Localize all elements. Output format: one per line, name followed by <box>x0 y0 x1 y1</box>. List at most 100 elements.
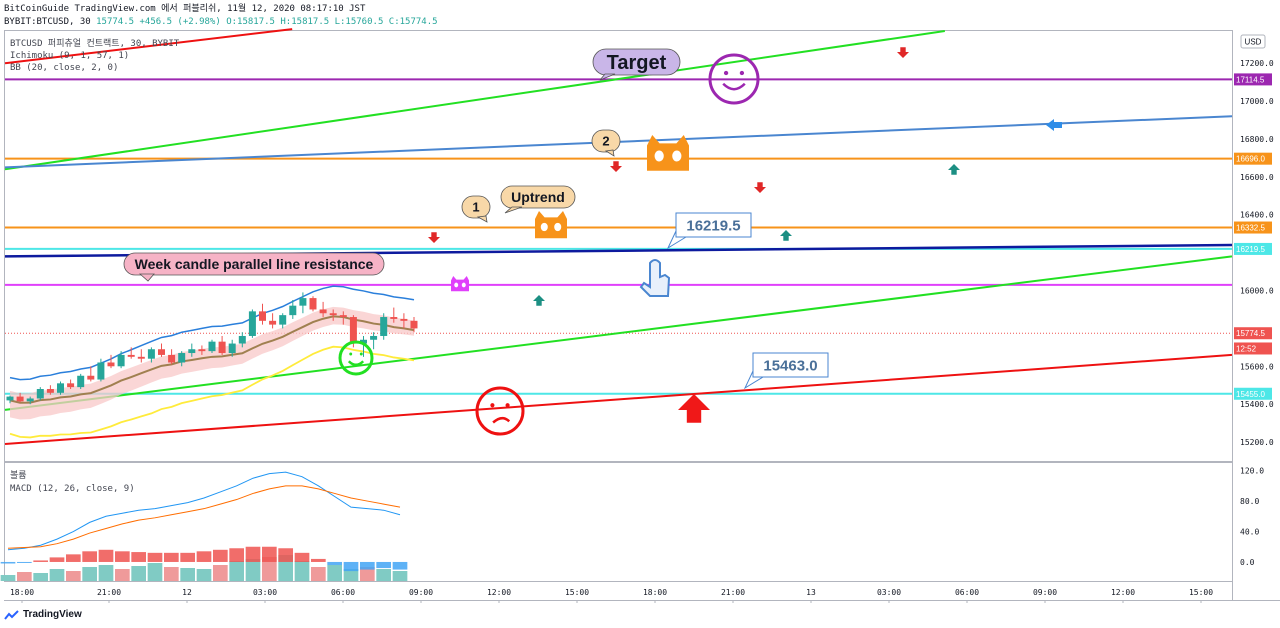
happy-face-icon-eye-right <box>739 70 745 76</box>
sad-face-icon <box>475 386 525 436</box>
arrow-down-icon <box>428 232 440 243</box>
legend-bb: BB (20, close, 2, 0) <box>10 63 119 73</box>
price-tag-label: 16219.5 <box>1236 245 1265 254</box>
currency-badge[interactable] <box>1240 34 1266 49</box>
header-price: 15774.5 <box>96 17 135 27</box>
callout-16219-text: 16219.5 <box>686 218 740 235</box>
candles <box>6 292 418 405</box>
candle-body <box>279 315 287 325</box>
price-tag <box>1234 327 1272 340</box>
volume-bar <box>131 566 147 581</box>
ichimoku-cloud <box>9 306 415 420</box>
signal-line <box>7 485 401 549</box>
candle-body <box>299 298 307 306</box>
macd-histogram-bar <box>131 552 147 562</box>
macd-pane-border <box>4 462 1233 582</box>
macd-histogram-bar <box>163 552 179 562</box>
macd-histogram-bar <box>82 551 98 562</box>
time-tick-label: 12:00 <box>487 588 511 597</box>
happy-face-icon-eye-left <box>723 70 729 76</box>
currency-badge-text: USD <box>1245 38 1262 47</box>
pointing-hand-icon <box>639 259 671 297</box>
cat-face-large-icon-eye-left <box>654 150 664 162</box>
arrow-up-icon <box>780 230 792 241</box>
volume-bar <box>98 565 114 581</box>
candle-body <box>87 375 95 380</box>
volume-bar <box>392 571 408 581</box>
macd-histogram-bar <box>180 552 196 562</box>
candle-body <box>269 320 277 325</box>
macd-legend: 볼륨 MACD (12, 26, close, 9) <box>10 470 135 496</box>
candle-body <box>360 339 367 344</box>
candle-body <box>370 335 378 340</box>
week-candle-resistance-bubble <box>123 252 385 276</box>
legend-ichimoku: Ichimoku (9, 1, 57, 1) <box>10 51 130 61</box>
candle-body <box>208 341 216 352</box>
volume-bar <box>163 567 179 581</box>
happy-face-icon <box>708 53 760 105</box>
time-tick-label: 09:00 <box>1033 588 1057 597</box>
price-tick-label: 15600.0 <box>1240 362 1274 371</box>
macd-pane: 120.0 80.0 40.0 0.0 <box>0 467 1264 581</box>
macd-line <box>7 471 401 551</box>
macd-histogram-bar <box>98 549 114 562</box>
candle-body <box>117 354 125 367</box>
target-bubble <box>592 48 681 76</box>
sad-face-icon-eye-right <box>505 403 510 408</box>
volume-bar <box>327 565 343 581</box>
week-candle-resistance-tail <box>138 273 155 282</box>
cat-face-medium-icon-eye-left <box>540 222 548 232</box>
candle-body <box>137 356 145 359</box>
volume-bar <box>16 572 32 581</box>
price-axis[interactable]: 17200.0 17000.0 16800.0 16600.0 16400.0 16000… <box>1234 59 1274 447</box>
volume-bar <box>65 571 81 581</box>
macd-histogram-bar <box>294 552 310 562</box>
macd-histogram-bar <box>229 548 245 562</box>
header-high: H:15817.5 <box>280 17 330 27</box>
candle-body <box>188 349 196 354</box>
macd-tick-label: 80.0 <box>1240 497 1259 506</box>
price-tick-label: 16800.0 <box>1240 135 1274 144</box>
horizontal-lines <box>5 78 1232 395</box>
footer-brand: TradingView <box>23 609 82 620</box>
time-tick-label: 12 <box>182 588 192 597</box>
candle-body <box>259 311 266 321</box>
candle-body <box>309 298 317 310</box>
candle-body <box>67 383 75 388</box>
macd-histogram-bar <box>310 558 326 562</box>
time-tick-label: 21:00 <box>97 588 121 597</box>
trendline-red-upper <box>4 28 293 65</box>
arrow-down-icon <box>754 182 766 193</box>
price-tick-label: 16000.0 <box>1240 287 1274 296</box>
candle-body <box>107 362 115 367</box>
time-axis[interactable]: 18:00 21:00 12 03:00 06:00 09:00 12:00 15:00 18:… <box>10 588 1213 603</box>
sad-face-icon-eye-left <box>490 403 495 408</box>
volume-bar <box>33 573 49 581</box>
marker-2-tail <box>604 149 615 157</box>
macd-histogram-bar <box>392 561 408 570</box>
target-text: Target <box>607 52 667 74</box>
volume-bar <box>343 569 359 581</box>
cat-face-small-icon-eye-left <box>454 282 459 288</box>
macd-label: MACD (12, 26, close, 9) <box>10 484 135 494</box>
tradingview-logo-icon <box>4 609 19 620</box>
time-tick-label: 06:00 <box>331 588 355 597</box>
chart-legend: BTCUSD 퍼피츄얼 컨트랙트, 30, BYBIT Ichimoku (9,… <box>10 38 179 74</box>
volume-bar <box>229 561 245 581</box>
happy-face-icon-mouth <box>722 82 746 91</box>
volume-bar <box>310 567 326 581</box>
uptrend-tail <box>504 206 523 214</box>
callout-15463-box <box>752 352 829 378</box>
cat-face-large-icon <box>647 135 689 171</box>
time-tick-label: 12:00 <box>1111 588 1135 597</box>
price-tick-label: 16600.0 <box>1240 173 1274 182</box>
trend-lines <box>4 28 1233 445</box>
price-tag-label: 17114.5 <box>1236 75 1265 84</box>
candle-body <box>36 389 44 399</box>
price-tag-label: 16696.0 <box>1236 155 1265 164</box>
price-tick-label: 17000.0 <box>1240 97 1274 106</box>
candle-body <box>400 318 408 321</box>
time-tick-label: 13 <box>806 588 816 597</box>
price-tick-label: 16400.0 <box>1240 211 1274 220</box>
